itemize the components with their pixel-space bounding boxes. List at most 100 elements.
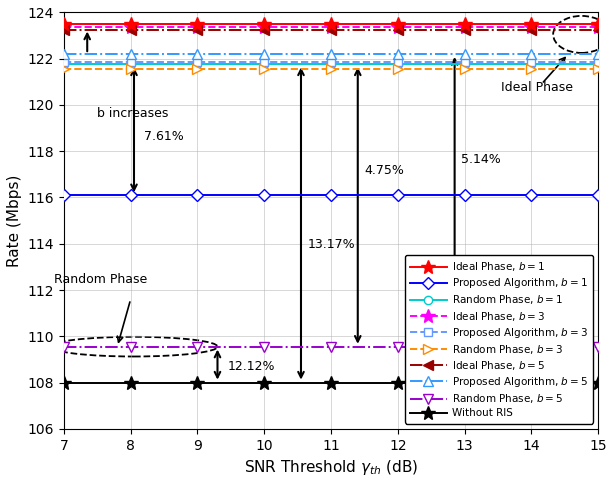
Ideal Phase, $b=5$ [260,27,268,33]
Line: Random Phase, $b=5$: Random Phase, $b=5$ [59,342,603,351]
Ideal Phase, $b=5$ [60,27,68,33]
Without RIS [528,379,535,385]
Ideal Phase, $b=3$ [461,25,468,30]
Random Phase, $b=3$ [327,66,335,72]
Proposed Algorithm, $b=5$ [461,51,468,57]
Ideal Phase, $b=3$ [528,25,535,30]
Line: Proposed Algorithm, $b=5$: Proposed Algorithm, $b=5$ [59,49,603,59]
Random Phase, $b=5$ [60,344,68,349]
Proposed Algorithm, $b=1$ [594,192,602,198]
Proposed Algorithm, $b=5$ [594,51,602,57]
Proposed Algorithm, $b=1$ [528,192,535,198]
Line: Random Phase, $b=1$: Random Phase, $b=1$ [60,60,602,69]
Line: Proposed Algorithm, $b=3$: Proposed Algorithm, $b=3$ [60,58,602,66]
Random Phase, $b=5$ [327,344,335,349]
Text: Random Phase: Random Phase [54,273,147,286]
Text: b increases: b increases [97,106,169,120]
Text: 5.14%: 5.14% [461,153,501,166]
Text: 12.12%: 12.12% [228,360,275,373]
Random Phase, $b=3$ [60,66,68,72]
Proposed Algorithm, $b=1$ [327,192,335,198]
Proposed Algorithm, $b=1$ [260,192,268,198]
Proposed Algorithm, $b=1$ [194,192,201,198]
Proposed Algorithm, $b=3$ [260,59,268,65]
Random Phase, $b=1$ [60,61,68,67]
Random Phase, $b=1$ [194,61,201,67]
Proposed Algorithm, $b=5$ [327,51,335,57]
Ideal Phase, $b=5$ [327,27,335,33]
Ideal Phase, $b=5$ [594,27,602,33]
Proposed Algorithm, $b=3$ [127,59,134,65]
Ideal Phase, $b=3$ [594,25,602,30]
Without RIS [594,379,602,385]
Proposed Algorithm, $b=3$ [461,59,468,65]
Ideal Phase, $b=3$ [60,25,68,30]
Proposed Algorithm, $b=5$ [60,51,68,57]
Ideal Phase, $b=1$ [461,21,468,27]
Proposed Algorithm, $b=3$ [394,59,402,65]
Ideal Phase, $b=3$ [194,25,201,30]
Random Phase, $b=1$ [327,61,335,67]
Without RIS [194,379,201,385]
Ideal Phase, $b=5$ [528,27,535,33]
Ideal Phase, $b=3$ [260,25,268,30]
Random Phase, $b=5$ [194,344,201,349]
Random Phase, $b=1$ [594,61,602,67]
X-axis label: SNR Threshold $\gamma_{th}$ (dB): SNR Threshold $\gamma_{th}$ (dB) [244,458,418,477]
Line: Ideal Phase, $b=3$: Ideal Phase, $b=3$ [57,20,605,34]
Ideal Phase, $b=1$ [60,21,68,27]
Ideal Phase, $b=3$ [394,25,402,30]
Random Phase, $b=3$ [461,66,468,72]
Random Phase, $b=1$ [394,61,402,67]
Ideal Phase, $b=1$ [327,21,335,27]
Text: 7.61%: 7.61% [144,130,184,143]
Random Phase, $b=1$ [461,61,468,67]
Ideal Phase, $b=5$ [127,27,134,33]
Proposed Algorithm, $b=5$ [528,51,535,57]
Random Phase, $b=3$ [528,66,535,72]
Ideal Phase, $b=1$ [594,21,602,27]
Without RIS [394,379,402,385]
Proposed Algorithm, $b=3$ [60,59,68,65]
Proposed Algorithm, $b=5$ [127,51,134,57]
Random Phase, $b=3$ [127,66,134,72]
Proposed Algorithm, $b=5$ [394,51,402,57]
Ideal Phase, $b=5$ [461,27,468,33]
Random Phase, $b=1$ [127,61,134,67]
Random Phase, $b=3$ [194,66,201,72]
Proposed Algorithm, $b=5$ [260,51,268,57]
Without RIS [260,379,268,385]
Line: Proposed Algorithm, $b=1$: Proposed Algorithm, $b=1$ [60,191,602,199]
Random Phase, $b=3$ [594,66,602,72]
Random Phase, $b=3$ [394,66,402,72]
Text: Ideal Phase: Ideal Phase [502,81,573,94]
Proposed Algorithm, $b=3$ [594,59,602,65]
Random Phase, $b=5$ [528,344,535,349]
Ideal Phase, $b=1$ [260,21,268,27]
Without RIS [127,379,134,385]
Ideal Phase, $b=5$ [394,27,402,33]
Text: 13.17%: 13.17% [308,238,356,251]
Line: Random Phase, $b=3$: Random Phase, $b=3$ [59,64,603,74]
Ideal Phase, $b=3$ [127,25,134,30]
Proposed Algorithm, $b=3$ [528,59,535,65]
Line: Ideal Phase, $b=1$: Ideal Phase, $b=1$ [57,17,605,31]
Without RIS [60,379,68,385]
Ideal Phase, $b=1$ [194,21,201,27]
Random Phase, $b=5$ [127,344,134,349]
Line: Without RIS: Without RIS [57,376,605,390]
Proposed Algorithm, $b=3$ [327,59,335,65]
Random Phase, $b=5$ [394,344,402,349]
Proposed Algorithm, $b=3$ [194,59,201,65]
Random Phase, $b=5$ [260,344,268,349]
Ideal Phase, $b=1$ [394,21,402,27]
Ideal Phase, $b=3$ [327,25,335,30]
Without RIS [327,379,335,385]
Ideal Phase, $b=1$ [127,21,134,27]
Random Phase, $b=1$ [260,61,268,67]
Random Phase, $b=5$ [594,344,602,349]
Text: 4.75%: 4.75% [365,165,405,177]
Ideal Phase, $b=5$ [194,27,201,33]
Without RIS [461,379,468,385]
Random Phase, $b=5$ [461,344,468,349]
